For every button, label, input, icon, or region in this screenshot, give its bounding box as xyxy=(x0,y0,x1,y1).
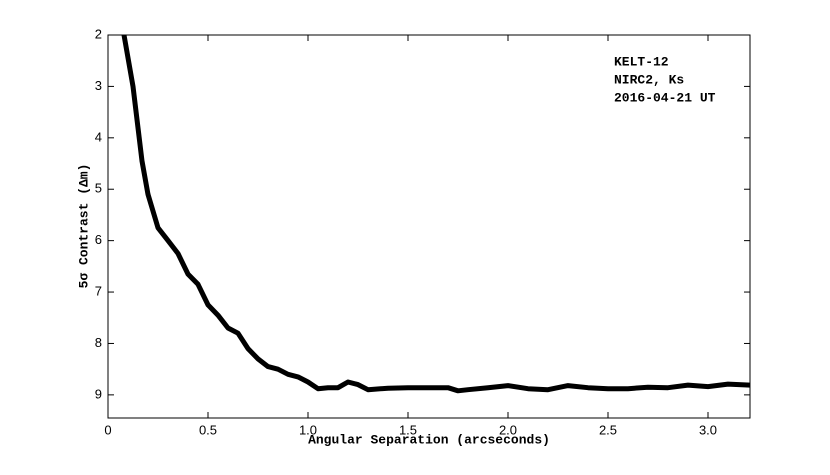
y-tick-label: 9 xyxy=(95,386,102,401)
x-tick-label: 3.0 xyxy=(699,422,717,437)
annotation: NIRC2, Ks xyxy=(614,72,684,87)
y-tick-label: 3 xyxy=(95,78,102,93)
y-tick-label: 2 xyxy=(95,26,102,41)
y-axis-label: 5σ Contrast (Δm) xyxy=(76,164,91,289)
x-tick-label: 1.0 xyxy=(299,422,317,437)
y-tick-label: 4 xyxy=(95,129,102,144)
y-tick-label: 6 xyxy=(95,232,102,247)
annotation: KELT-12 xyxy=(614,54,669,69)
annotation: 2016-04-21 UT xyxy=(614,90,716,105)
x-tick-label: 1.5 xyxy=(399,422,417,437)
data-line xyxy=(121,34,751,394)
x-axis-label: Angular Separation (arcseconds) xyxy=(308,432,550,447)
x-tick-label: 0 xyxy=(104,422,111,437)
y-tick-label: 8 xyxy=(95,335,102,350)
x-tick-label: 0.5 xyxy=(199,422,217,437)
y-tick-label: 7 xyxy=(95,283,102,298)
y-tick-label: 5 xyxy=(95,181,102,196)
plot-frame xyxy=(107,34,751,419)
x-tick-label: 2.5 xyxy=(599,422,617,437)
x-tick-label: 2.0 xyxy=(499,422,517,437)
